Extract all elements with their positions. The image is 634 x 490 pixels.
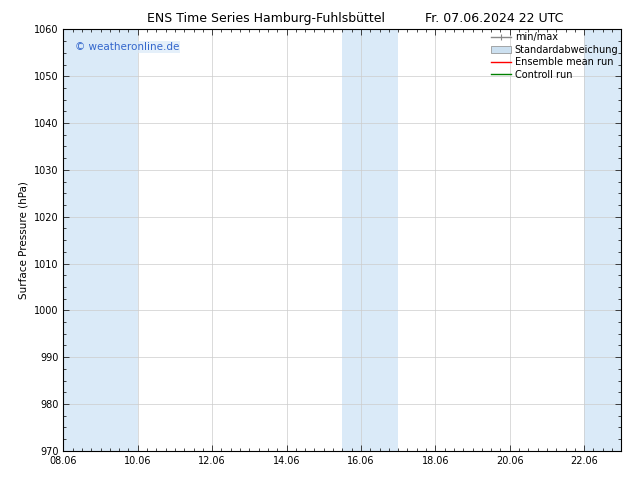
Y-axis label: Surface Pressure (hPa): Surface Pressure (hPa)	[18, 181, 29, 299]
Bar	[584, 29, 621, 451]
Text: © weatheronline.de: © weatheronline.de	[75, 42, 179, 52]
Text: Fr. 07.06.2024 22 UTC: Fr. 07.06.2024 22 UTC	[425, 12, 564, 25]
Bar	[342, 29, 398, 451]
Bar	[63, 29, 138, 451]
Legend: min/max, Standardabweichung, Ensemble mean run, Controll run: min/max, Standardabweichung, Ensemble me…	[491, 32, 618, 79]
Text: ENS Time Series Hamburg-Fuhlsbüttel: ENS Time Series Hamburg-Fuhlsbüttel	[147, 12, 385, 25]
